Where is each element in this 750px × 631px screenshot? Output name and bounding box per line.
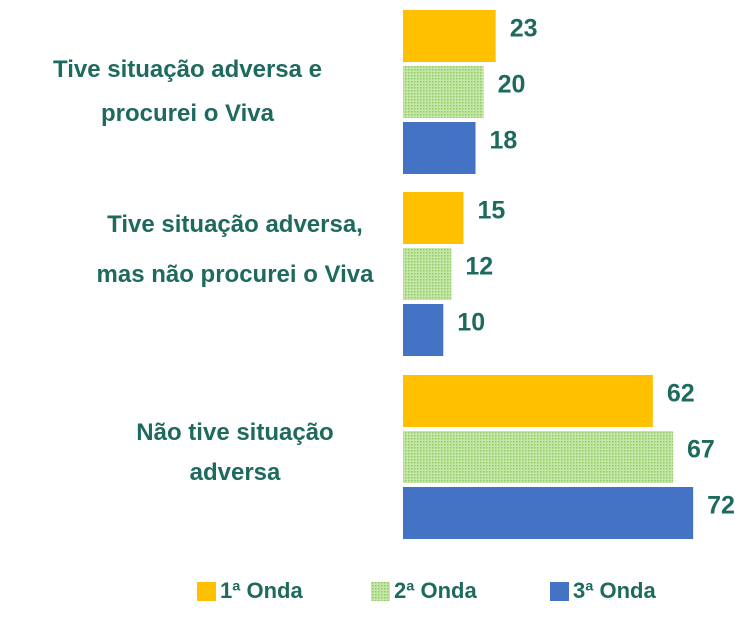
bar	[403, 66, 484, 118]
bar	[403, 304, 444, 356]
legend-swatch	[550, 582, 569, 601]
value-label: 12	[465, 253, 493, 281]
bar	[403, 431, 674, 483]
category-label: Tive situação adversa, mas não procurei …	[96, 211, 374, 288]
value-label: 62	[667, 380, 695, 408]
legend-label: 3ª Onda	[573, 578, 656, 603]
legend-label: 2ª Onda	[394, 578, 477, 603]
value-label: 18	[490, 127, 518, 155]
legend-label: 1ª Onda	[220, 578, 303, 603]
category-label: Não tive situação adversa	[136, 419, 334, 486]
bar	[403, 375, 653, 427]
value-label: 20	[498, 71, 526, 99]
value-label: 23	[510, 15, 538, 43]
value-label: 10	[457, 309, 485, 337]
category-label: Tive situação adversa e procurei o Viva	[52, 56, 323, 127]
bar	[403, 122, 476, 174]
value-label: 72	[707, 492, 735, 520]
legend-swatch	[371, 582, 390, 601]
bar	[403, 192, 464, 244]
value-label: 15	[477, 197, 505, 225]
value-label: 67	[687, 436, 715, 464]
legend-swatch	[197, 582, 216, 601]
bar	[403, 10, 496, 62]
bar	[403, 248, 452, 300]
bar	[403, 487, 694, 539]
